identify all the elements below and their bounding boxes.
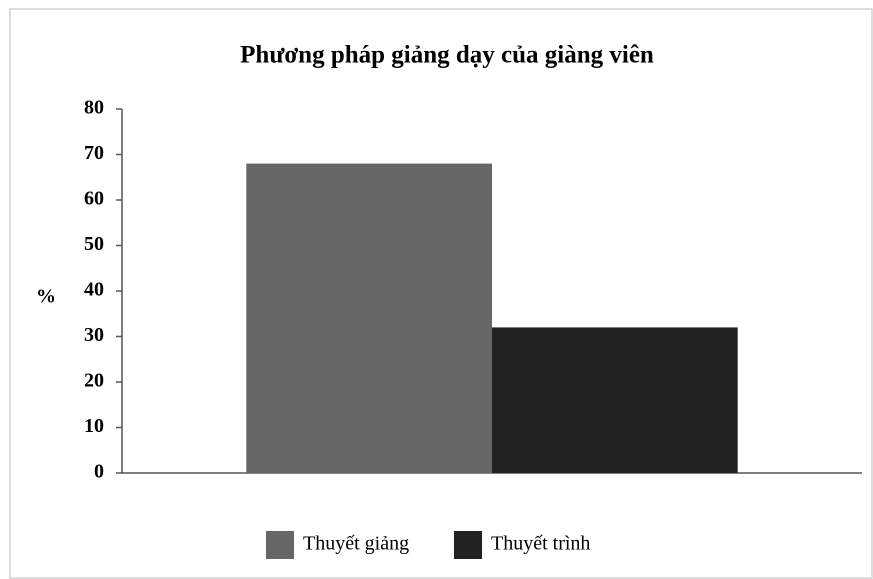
y-tick-label: 70 (84, 142, 104, 164)
legend-swatch (266, 531, 294, 559)
y-tick-label: 0 (94, 461, 104, 483)
bar (246, 163, 492, 473)
y-tick-label: 40 (84, 279, 104, 301)
y-tick-label: 50 (84, 233, 104, 255)
chart-title: Phương pháp giảng dạy của giàng viên (240, 42, 654, 69)
y-tick-label: 20 (84, 370, 104, 392)
legend-label: Thuyết trình (491, 533, 590, 555)
y-tick-label: 60 (84, 188, 104, 210)
y-axis-label: % (36, 286, 56, 308)
legend-label: Thuyết giảng (303, 533, 409, 555)
y-tick-label: 30 (84, 324, 104, 346)
y-tick-label: 80 (84, 97, 104, 119)
bar (492, 327, 738, 473)
y-tick-label: 10 (84, 415, 104, 437)
chart-border (9, 8, 873, 579)
legend-swatch (454, 531, 482, 559)
